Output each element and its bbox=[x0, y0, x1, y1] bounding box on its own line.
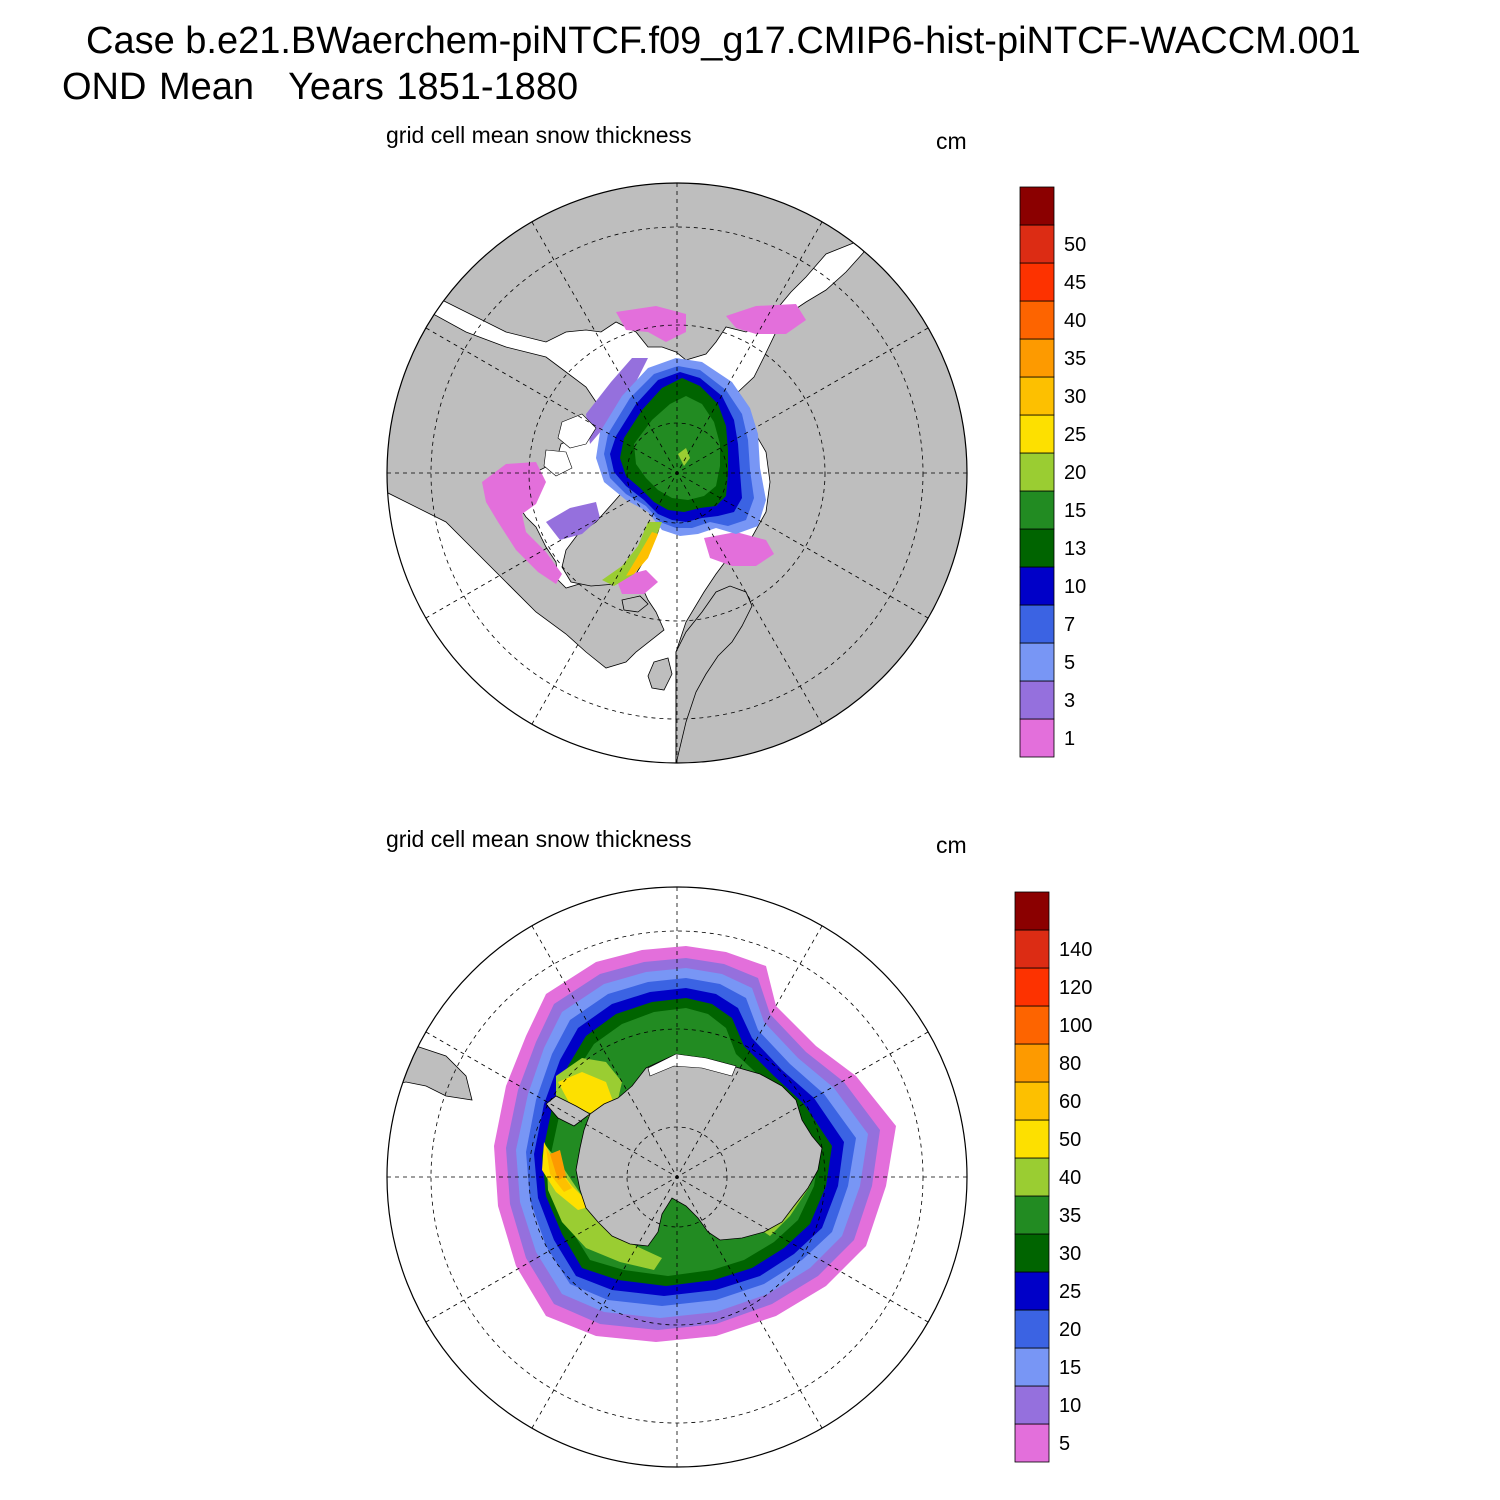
north-colorbar-tick-label: 50 bbox=[1064, 234, 1086, 256]
north-snow-band-1 bbox=[616, 306, 686, 342]
south-ice-shelf bbox=[647, 1053, 737, 1077]
south-colorbar-tick-label: 20 bbox=[1059, 1319, 1081, 1341]
north-colorbar-swatch bbox=[1019, 300, 1055, 340]
north-land-archipelago bbox=[543, 413, 597, 477]
south-colorbar-swatch bbox=[1014, 1233, 1050, 1273]
north-colorbar-swatch bbox=[1019, 718, 1055, 758]
south-colorbar-swatch bbox=[1014, 1005, 1050, 1045]
north-map-border bbox=[386, 182, 968, 764]
south-colorbar-swatch bbox=[1014, 1347, 1050, 1387]
north-colorbar-swatch bbox=[1019, 566, 1055, 606]
north-colorbar-tick-label: 10 bbox=[1064, 576, 1086, 598]
north-colorbar-tick-label: 45 bbox=[1064, 272, 1086, 294]
season-title: OND Mean Years 1851-1880 bbox=[62, 66, 578, 109]
north-colorbar-swatch bbox=[1019, 642, 1055, 682]
north-graticule bbox=[387, 183, 967, 763]
north-snow-band-3 bbox=[586, 358, 648, 444]
north-colorbar-swatch bbox=[1019, 490, 1055, 530]
south-colorbar-swatch bbox=[1014, 929, 1050, 969]
south-units-label: cm bbox=[936, 832, 967, 858]
north-colorbar-tick-label: 20 bbox=[1064, 462, 1086, 484]
south-colorbar-tick-label: 30 bbox=[1059, 1243, 1081, 1265]
years-label: Years 1851-1880 bbox=[288, 66, 579, 108]
south-colorbar-swatch bbox=[1014, 967, 1050, 1007]
south-colorbar-swatch bbox=[1014, 1119, 1050, 1159]
south-colorbar-tick-label: 50 bbox=[1059, 1129, 1081, 1151]
north-colorbar-tick-label: 1 bbox=[1064, 728, 1075, 750]
north-colorbar-swatch bbox=[1019, 376, 1055, 416]
north-units-label: cm bbox=[936, 128, 967, 154]
north-colorbar-swatch bbox=[1019, 604, 1055, 644]
north-plot-label: grid cell mean snow thickness bbox=[386, 122, 692, 148]
south-colorbar-tick-label: 140 bbox=[1059, 939, 1092, 961]
north-colorbar-swatch bbox=[1019, 186, 1055, 226]
north-snow-band-3b bbox=[546, 502, 600, 540]
south-colorbar-swatch bbox=[1014, 1043, 1050, 1083]
south-colorbar-swatch bbox=[1014, 1195, 1050, 1235]
south-colorbar-tick-label: 40 bbox=[1059, 1167, 1081, 1189]
north-snow-band-greenland-coast-25 bbox=[626, 532, 658, 576]
north-land-britain bbox=[647, 657, 673, 691]
north-land-europe bbox=[675, 585, 753, 763]
north-snow-band-greenland-coast-20 bbox=[602, 522, 662, 586]
north-colorbar-tick-label: 35 bbox=[1064, 348, 1086, 370]
south-colorbar-tick-label: 35 bbox=[1059, 1205, 1081, 1227]
north-colorbar-tick-label: 5 bbox=[1064, 652, 1075, 674]
south-colorbar-swatch bbox=[1014, 1385, 1050, 1425]
south-land-antarctic-peninsula bbox=[545, 1095, 591, 1127]
south-colorbar-tick-label: 25 bbox=[1059, 1281, 1081, 1303]
south-colorbar: 5 10 15 20 25 30 35 40 50 60 80 100 120 140 bbox=[1014, 891, 1092, 1463]
south-colorbar-swatch bbox=[1014, 1309, 1050, 1349]
north-land-iceland bbox=[621, 595, 649, 613]
north-colorbar-swatch bbox=[1019, 452, 1055, 492]
north-colorbar-swatch bbox=[1019, 414, 1055, 454]
south-map-border bbox=[386, 886, 968, 1468]
south-colorbar-tick-label: 10 bbox=[1059, 1395, 1081, 1417]
north-colorbar-swatch bbox=[1019, 680, 1055, 720]
north-colorbar-tick-label: 15 bbox=[1064, 500, 1086, 522]
north-colorbar-tick-label: 40 bbox=[1064, 310, 1086, 332]
south-colorbar-tick-label: 120 bbox=[1059, 977, 1092, 999]
south-colorbar-tick-label: 60 bbox=[1059, 1091, 1081, 1113]
north-snow-band-1c bbox=[482, 462, 562, 584]
north-snow-band-1d bbox=[704, 532, 774, 566]
season-label: OND Mean bbox=[62, 66, 255, 108]
south-colorbar-tick-label: 80 bbox=[1059, 1053, 1081, 1075]
south-colorbar-swatch bbox=[1014, 1271, 1050, 1311]
north-colorbar-tick-label: 30 bbox=[1064, 386, 1086, 408]
south-plot-label: grid cell mean snow thickness bbox=[386, 826, 692, 852]
north-colorbar-swatch bbox=[1019, 262, 1055, 302]
south-polar-map bbox=[386, 886, 968, 1468]
north-colorbar-swatch bbox=[1019, 224, 1055, 264]
case-title: Case b.e21.BWaerchem-piNTCF.f09_g17.CMIP… bbox=[86, 20, 1361, 62]
north-colorbar-swatch bbox=[1019, 528, 1055, 568]
south-snow-band-80 bbox=[550, 1150, 566, 1180]
north-colorbar-swatch bbox=[1019, 338, 1055, 378]
south-colorbar-swatch bbox=[1014, 1157, 1050, 1197]
south-colorbar-tick-label: 100 bbox=[1059, 1015, 1092, 1037]
south-graticule bbox=[387, 887, 967, 1467]
south-land-antarctica bbox=[575, 1055, 823, 1247]
south-colorbar-swatch bbox=[1014, 1081, 1050, 1121]
south-colorbar-tick-label: 5 bbox=[1059, 1433, 1070, 1455]
south-colorbar-swatch bbox=[1014, 891, 1050, 931]
north-colorbar-tick-label: 7 bbox=[1064, 614, 1075, 636]
north-colorbar-tick-label: 3 bbox=[1064, 690, 1075, 712]
north-colorbar-tick-label: 13 bbox=[1064, 538, 1086, 560]
north-snow-band-20 bbox=[678, 448, 690, 466]
south-colorbar-tick-label: 15 bbox=[1059, 1357, 1081, 1379]
south-colorbar-swatch bbox=[1014, 1423, 1050, 1463]
north-colorbar-tick-label: 25 bbox=[1064, 424, 1086, 446]
north-polar-map bbox=[386, 182, 968, 764]
